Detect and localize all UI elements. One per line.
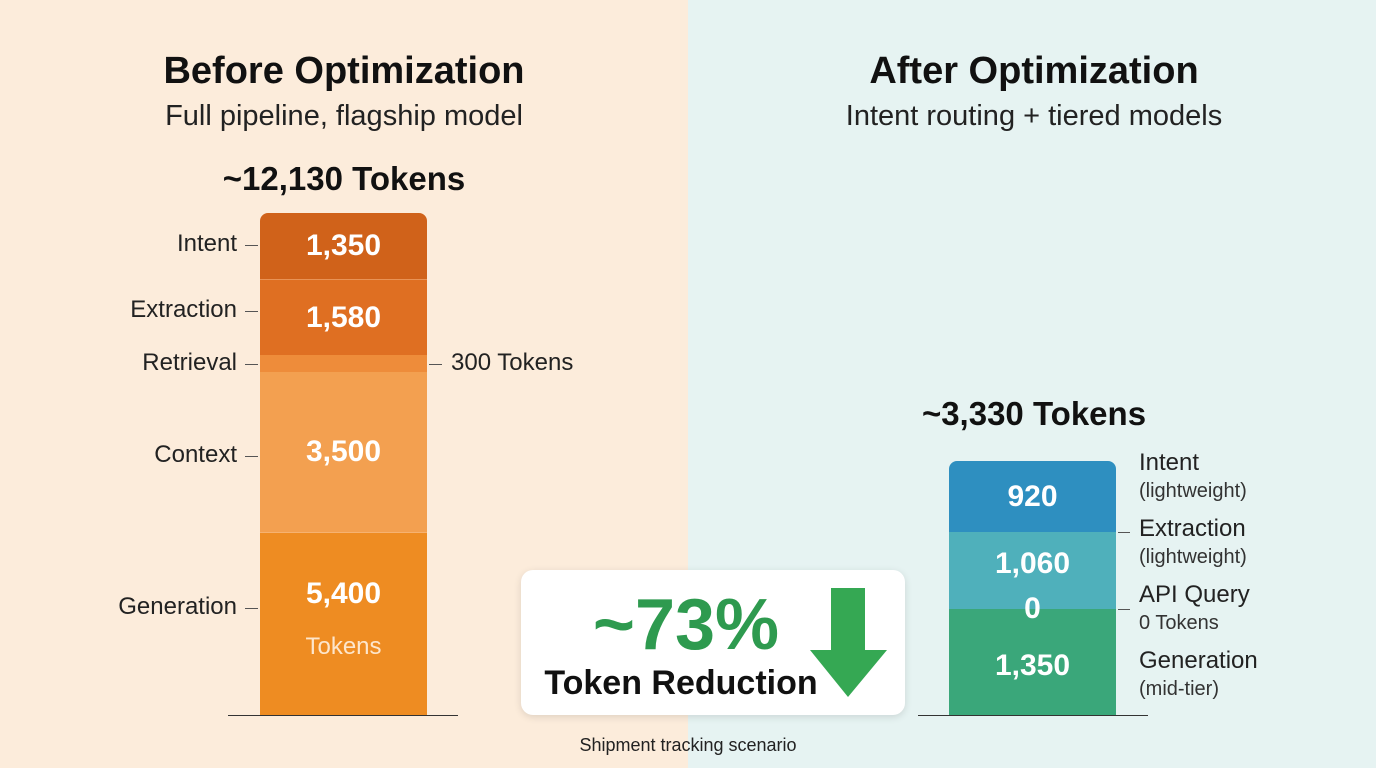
segment-note: 300 Tokens [451,349,574,376]
segment-note: (mid-tier) [1139,678,1219,700]
segment-unit: Tokens [305,633,382,660]
segment-value: 1,060 [994,546,1071,580]
before-subtitle: Full pipeline, flagship model [165,100,523,132]
segment-label: Generation [118,593,237,620]
segment-value: 1,580 [305,300,382,334]
segment: 1,350 [949,609,1116,715]
segment: 1,350 [260,213,427,279]
leader [245,311,258,312]
segment-label: API Query [1139,581,1250,608]
before-title: Before Optimization [163,50,525,92]
segment-label: Extraction [130,296,237,323]
segment-value: 0 [1024,592,1041,625]
leader [245,364,258,365]
down-arrow [810,588,887,697]
baseline [918,715,1148,716]
segment-label: Generation [1139,647,1258,674]
leader [429,364,442,365]
segment-note: 0 Tokens [1139,612,1219,634]
segment-value: 1,350 [305,229,382,262]
segment-label: Retrieval [142,349,237,376]
reduction-label: Token Reduction [544,664,818,702]
after-subtitle: Intent routing + tiered models [845,100,1223,132]
after-total: ~3,330 Tokens [921,395,1147,432]
segment-label: Context [154,441,237,468]
leader [1118,532,1130,533]
leader [245,608,258,609]
segment-value: 1,350 [994,649,1071,682]
segment-note: (lightweight) [1139,480,1247,502]
segment [260,355,427,372]
leader [1118,609,1130,610]
after-title: After Optimization [869,50,1199,92]
segment: 5,400 Tokens [260,532,427,715]
footer: Shipment tracking scenario [579,735,797,755]
segment-value: 920 [1007,479,1058,513]
before-bar: 1,350 1,580 3,500 5,400 Tokens [260,213,427,715]
segment-note: (lightweight) [1139,546,1247,568]
segment: 3,500 [260,372,427,532]
reduction-percent: ~73% [592,585,780,665]
reduction-card: ~73% Token Reduction [521,570,905,715]
leader [245,456,258,457]
after-bar: 920 1,060 1,350 0 [949,461,1116,715]
before-total: ~12,130 Tokens [222,160,466,197]
segment: 1,580 [260,279,427,355]
segment: 920 [949,461,1116,532]
segment: 1,060 [949,532,1116,609]
segment-value: 5,400 [305,577,382,610]
leader [245,245,258,246]
zero-segment: 0 [949,592,1116,625]
segment-label: Intent [1139,449,1200,476]
segment-label: Intent [176,230,237,257]
segment-label: Extraction [1139,515,1246,542]
baseline [228,715,458,716]
segment-value: 3,500 [305,435,382,468]
